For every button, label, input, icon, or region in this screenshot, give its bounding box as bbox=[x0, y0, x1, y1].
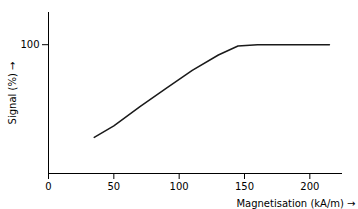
svg-text:Signal (%) →: Signal (%) → bbox=[7, 62, 18, 125]
svg-text:100: 100 bbox=[20, 39, 39, 50]
svg-text:50: 50 bbox=[107, 181, 120, 192]
svg-text:0: 0 bbox=[45, 181, 51, 192]
svg-text:Magnetisation (kA/m) →: Magnetisation (kA/m) → bbox=[236, 198, 355, 209]
svg-text:200: 200 bbox=[300, 181, 319, 192]
svg-text:150: 150 bbox=[235, 181, 254, 192]
svg-text:100: 100 bbox=[170, 181, 189, 192]
